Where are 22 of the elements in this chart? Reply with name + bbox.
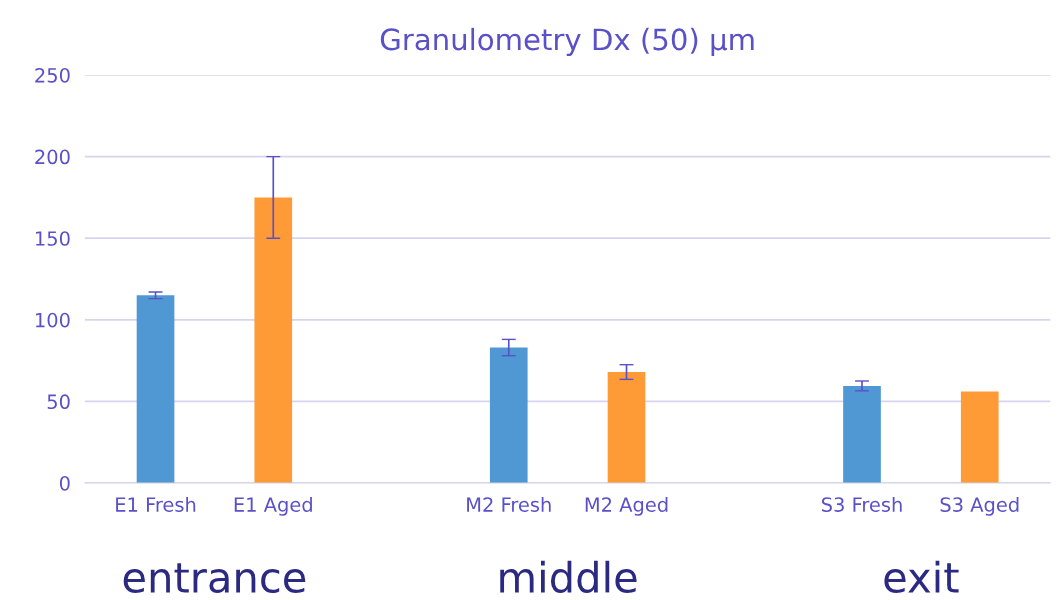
y-tick-label: 150 [36,231,70,246]
y-tick-label: 50 [47,394,70,410]
text: entrance [123,563,306,594]
bar [843,385,881,483]
y-tick-label: 250 [35,67,70,83]
x-tick-label: S3 Aged [940,496,1019,516]
x-tick-label: E1 Fresh [116,496,196,512]
x-tick-label: M2 Fresh [467,496,551,512]
x-tick-label: M2 Aged [585,496,668,516]
text: middle [500,560,637,594]
y-tick-label: 0 [59,475,70,491]
x-tick-label: S3 Fresh [821,496,902,512]
bar [607,372,646,483]
text: exit [884,560,959,594]
bar [489,347,528,483]
chart-title: Granulometry Dx (50) µm [380,27,754,57]
bar [960,391,999,483]
bar [254,197,293,483]
bar [136,295,175,483]
y-tick-label: 200 [35,149,70,165]
x-tick-label: E1 Aged [234,496,312,516]
y-tick-label: 100 [36,312,70,328]
